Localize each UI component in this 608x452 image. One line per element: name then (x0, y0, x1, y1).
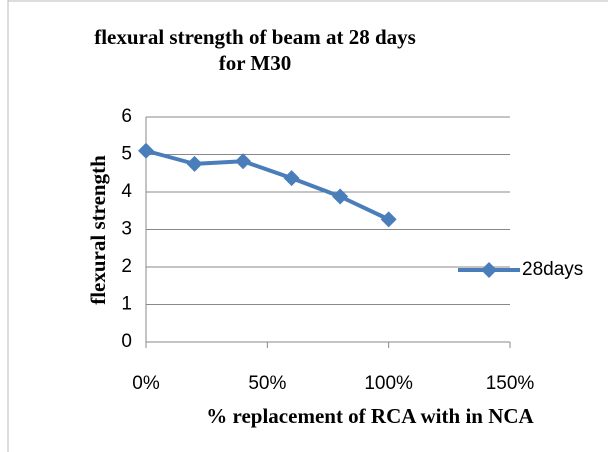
x-tick-label: 100% (364, 373, 413, 394)
data-point (380, 211, 397, 228)
chart-title: flexural strength of beam at 28 days for… (94, 25, 416, 75)
x-tick-label: 150% (486, 373, 535, 394)
y-tick-label: 0 (121, 331, 132, 352)
data-point (283, 170, 300, 187)
y-axis-label: flexural strength (86, 155, 110, 305)
data-point (186, 155, 203, 172)
x-axis-label: % replacement of RCA with in NCA (206, 404, 534, 428)
y-tick-label: 3 (121, 219, 132, 240)
legend-label: 28days (522, 259, 583, 280)
y-tick-label: 2 (121, 256, 132, 277)
data-point (235, 153, 252, 170)
y-tick-label: 1 (121, 294, 132, 315)
data-point (332, 188, 349, 205)
legend-marker (481, 262, 497, 278)
y-tick-label: 6 (121, 106, 132, 127)
series-line (145, 148, 390, 222)
data-point (138, 142, 154, 159)
y-tick-label: 4 (121, 181, 132, 202)
x-tick-label: 0% (132, 373, 160, 394)
x-tick-label: 50% (248, 373, 286, 394)
y-tick-label: 5 (121, 144, 132, 165)
